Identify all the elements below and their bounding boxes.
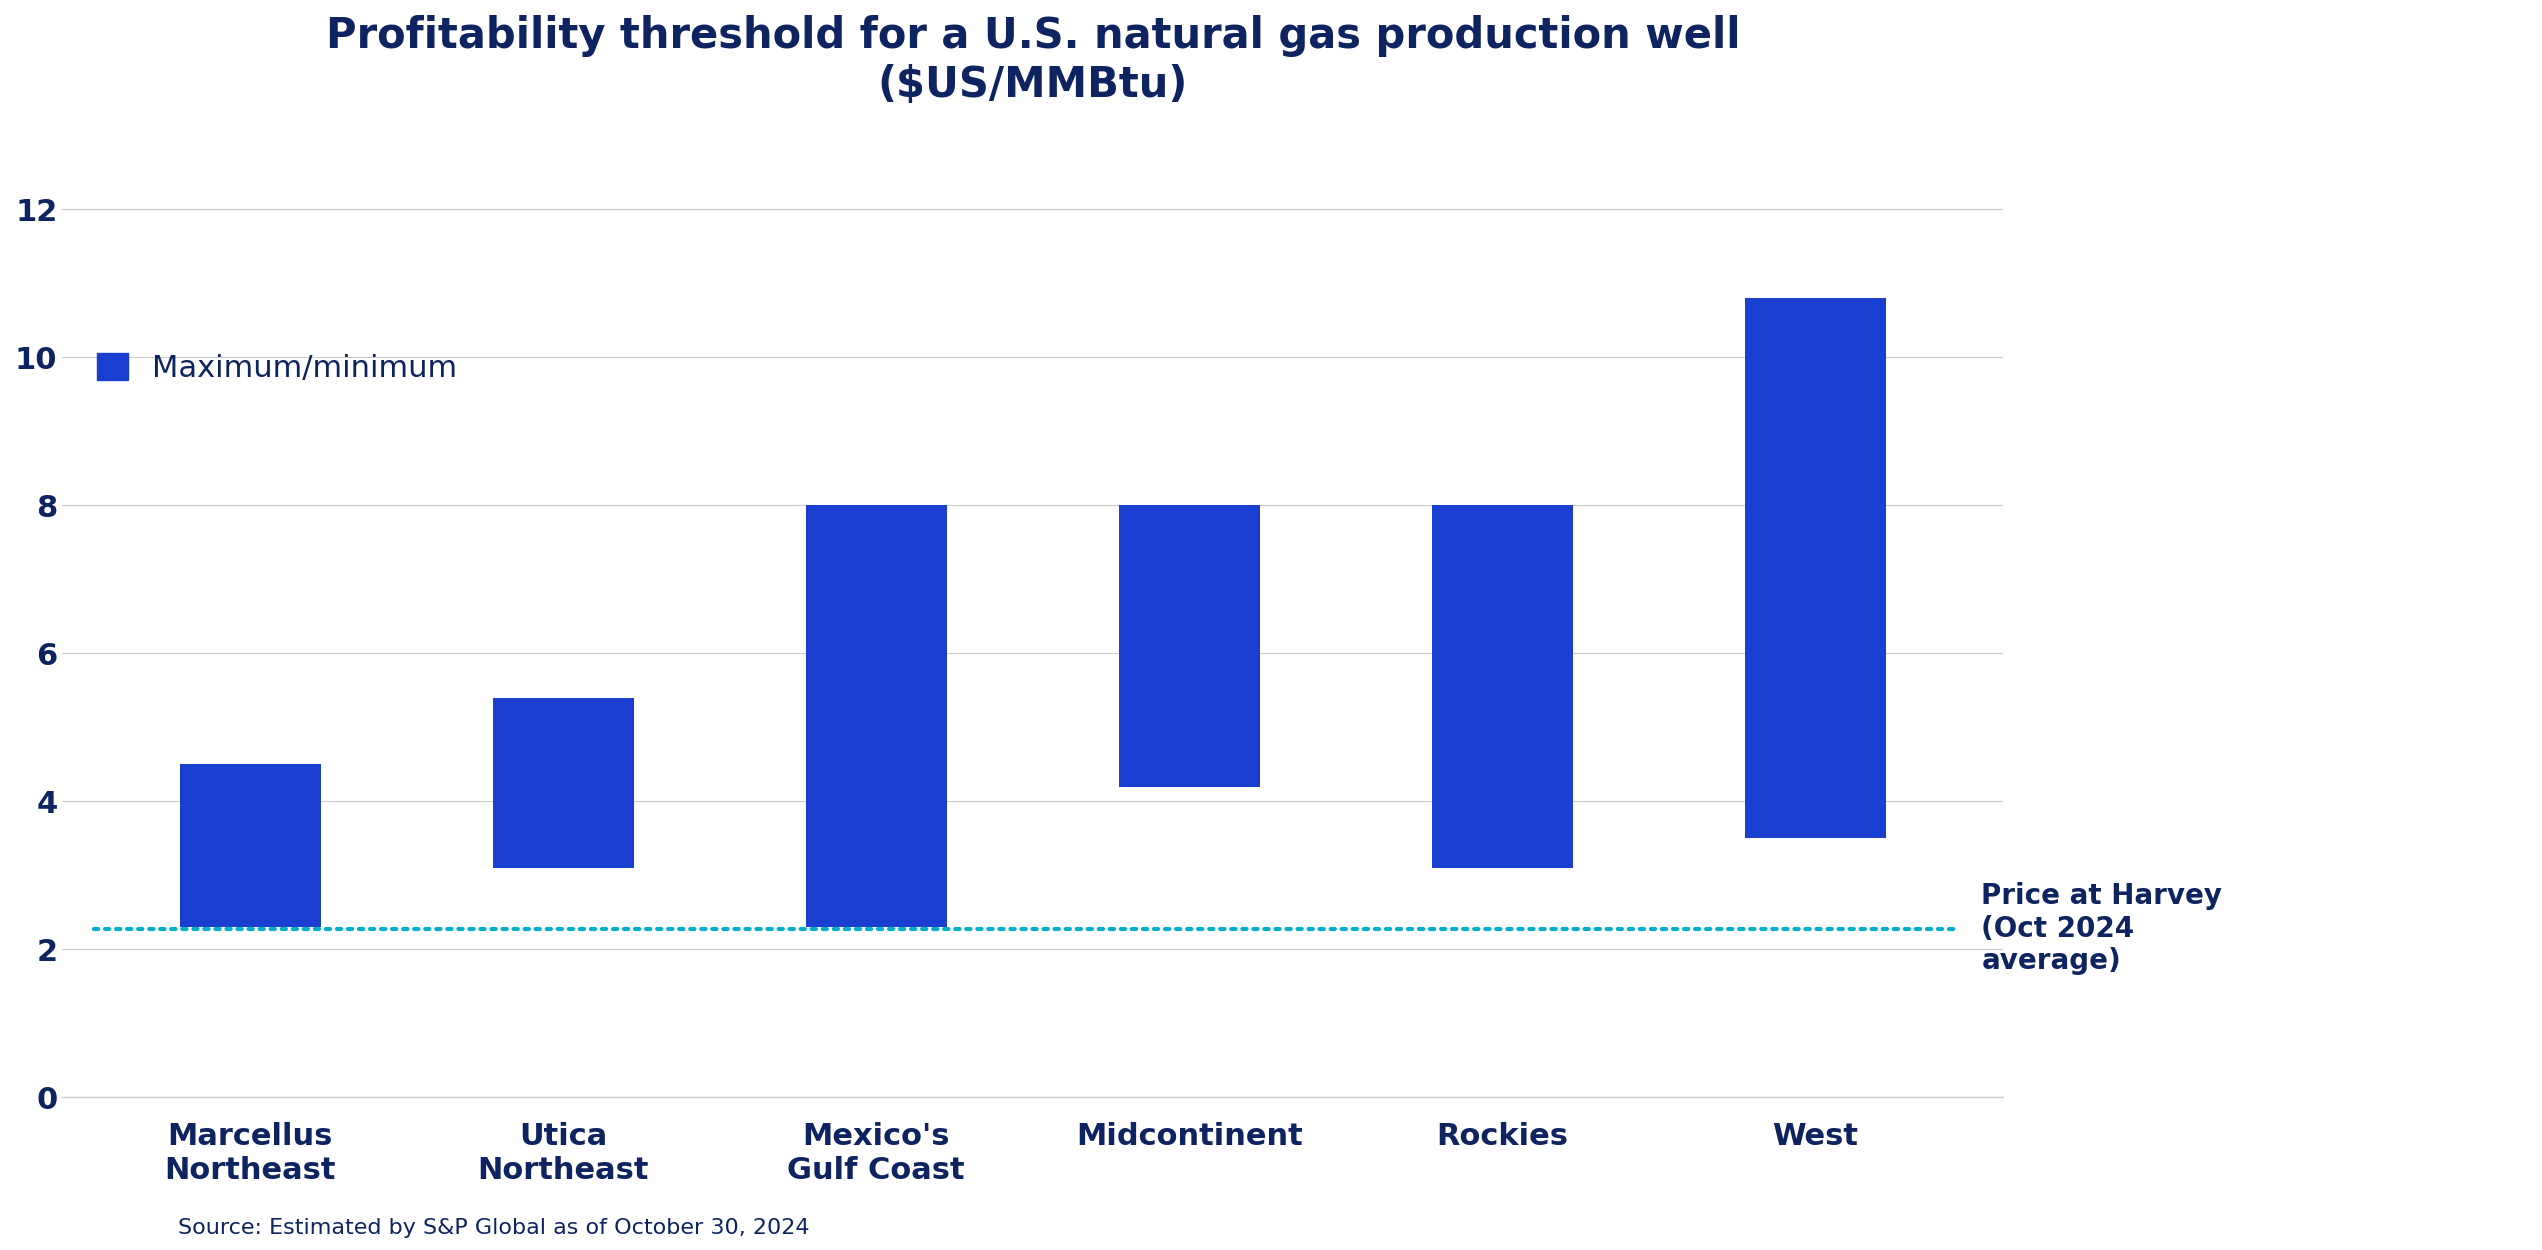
Legend: Maximum/minimum: Maximum/minimum — [97, 352, 458, 382]
Text: Price at Harvey
(Oct 2024
average): Price at Harvey (Oct 2024 average) — [1980, 882, 2222, 975]
Bar — [1431, 505, 1573, 868]
Bar — [806, 505, 946, 928]
Text: Source: Estimated by S&P Global as of October 30, 2024: Source: Estimated by S&P Global as of Oc… — [178, 1218, 808, 1238]
Title: Profitability threshold for a U.S. natural gas production well
($US/MMBtu): Profitability threshold for a U.S. natur… — [325, 15, 1741, 105]
Bar — [1118, 505, 1261, 786]
Bar — [1744, 299, 1886, 839]
Bar — [180, 765, 320, 928]
Bar — [493, 698, 633, 868]
